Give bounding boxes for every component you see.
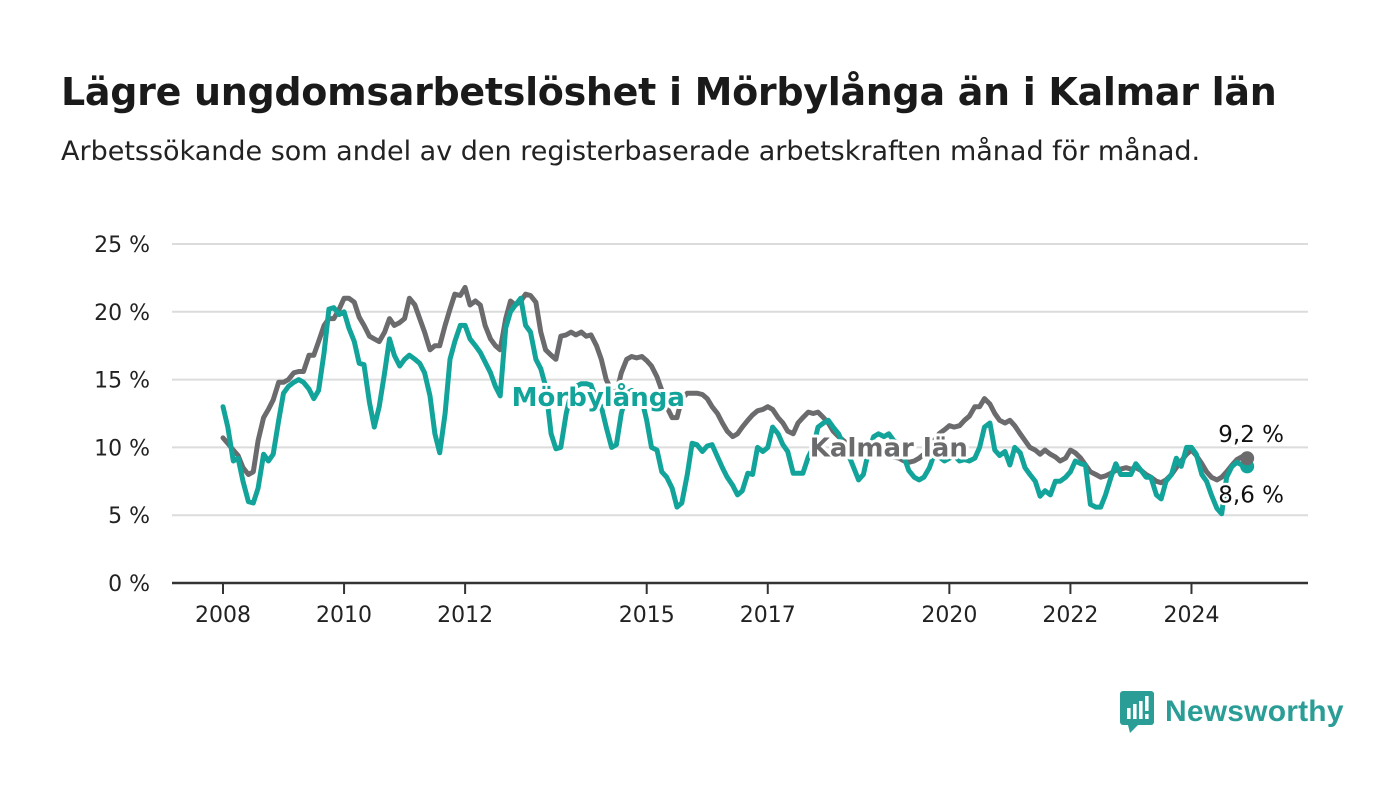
- end-label-kalmar-lan: 9,2 %: [1218, 422, 1284, 448]
- series-label-morbylanga: Mörbylånga: [512, 381, 685, 413]
- series-line-kalmar-lan: [220, 284, 1250, 486]
- brand-name: Newsworthy: [1165, 695, 1344, 728]
- x-tick-label: 2022: [1042, 603, 1098, 628]
- y-tick-label: 25 %: [94, 233, 150, 258]
- x-tick-label: 2010: [316, 603, 372, 628]
- x-tick-label: 2015: [619, 603, 675, 628]
- x-tick-label: 2008: [195, 603, 251, 628]
- x-tick-label: 2020: [921, 603, 977, 628]
- y-tick-label: 10 %: [94, 436, 150, 461]
- x-tick-label: 2012: [437, 603, 493, 628]
- chart-subtitle: Arbetssökande som andel av den registerb…: [61, 136, 1201, 167]
- end-label-morbylanga: 8,6 %: [1218, 482, 1284, 508]
- series-line-morbylanga: [220, 295, 1250, 517]
- newsworthy-logo-icon: [1120, 691, 1154, 733]
- y-tick-label: 20 %: [94, 301, 150, 326]
- chart-title: Lägre ungdomsarbetslöshet i Mörbylånga ä…: [61, 70, 1277, 114]
- y-tick-label: 5 %: [108, 504, 150, 529]
- newsworthy-brand[interactable]: Newsworthy: [1119, 690, 1344, 734]
- x-tick-label: 2017: [740, 603, 796, 628]
- y-tick-label: 0 %: [108, 572, 150, 597]
- series-label-kalmar-lan: Kalmar län: [810, 433, 968, 463]
- x-tick-label: 2024: [1163, 603, 1219, 628]
- end-point-kalmar-lan: [1240, 451, 1255, 466]
- y-tick-label: 15 %: [94, 369, 150, 394]
